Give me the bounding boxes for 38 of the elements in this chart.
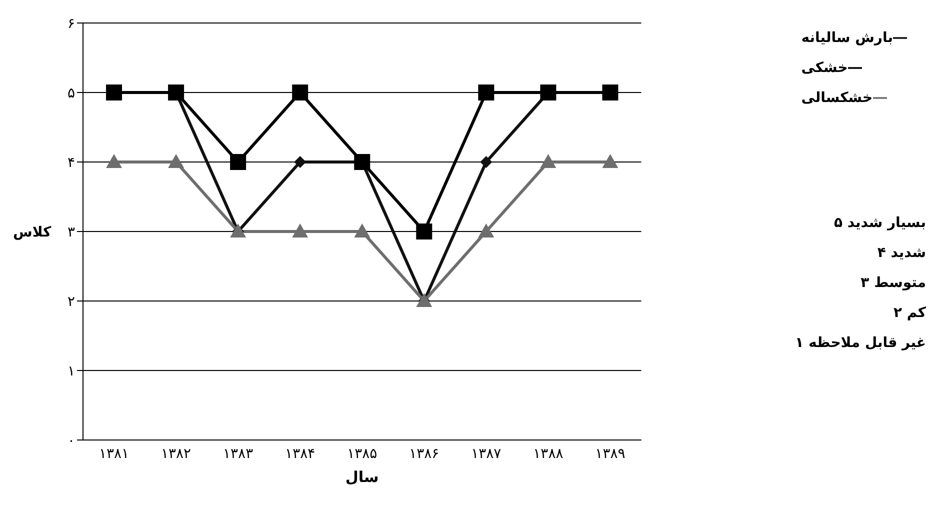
point	[106, 154, 122, 168]
x-tick-label: ۱۳۸۳	[223, 446, 254, 462]
y-tick-label: ۳	[67, 224, 76, 240]
point	[416, 224, 432, 240]
text: غیر قابل ملاحظه ۱	[794, 334, 926, 353]
legend-label: خشکی	[801, 60, 848, 76]
text: متوسط ۳	[860, 274, 926, 293]
x-axis-title: سال	[345, 468, 379, 486]
text: بسیار شدید ۵	[832, 214, 926, 233]
point	[602, 154, 618, 168]
x-tick-label: ۱۳۸۲	[161, 446, 192, 462]
text: کم ۲	[892, 304, 926, 323]
point	[354, 224, 370, 238]
text: شدید ۴	[876, 244, 926, 263]
legend-label: بارش سالیانه	[801, 30, 893, 46]
y-axis-title: کلاس	[13, 224, 52, 240]
x-tick-label: ۱۳۸۷	[471, 446, 502, 462]
point	[478, 84, 494, 100]
legend-label: خشکسالی	[801, 90, 873, 106]
y-tick-label: ۲	[67, 294, 75, 310]
x-tick-label: ۱۳۸۸	[533, 446, 564, 462]
x-tick-label: ۱۳۸۵	[347, 446, 378, 462]
x-tick-label: ۱۳۸۶	[409, 446, 440, 462]
point	[230, 154, 246, 170]
y-tick-label: ۶	[67, 16, 75, 32]
x-tick-label: ۱۳۸۴	[285, 446, 316, 462]
y-tick-label: ۴	[67, 154, 75, 171]
y-tick-label: ۱	[67, 363, 75, 380]
y-tick-label: ۰	[67, 432, 75, 449]
point	[292, 84, 308, 100]
point	[478, 224, 494, 238]
y-tick-label: ۵	[67, 85, 75, 102]
point	[292, 224, 308, 238]
point	[480, 156, 492, 168]
x-tick-label: ۱۳۸۱	[98, 446, 130, 462]
x-tick-label: ۱۳۸۹	[595, 446, 626, 462]
point	[540, 154, 556, 168]
point	[168, 154, 184, 168]
